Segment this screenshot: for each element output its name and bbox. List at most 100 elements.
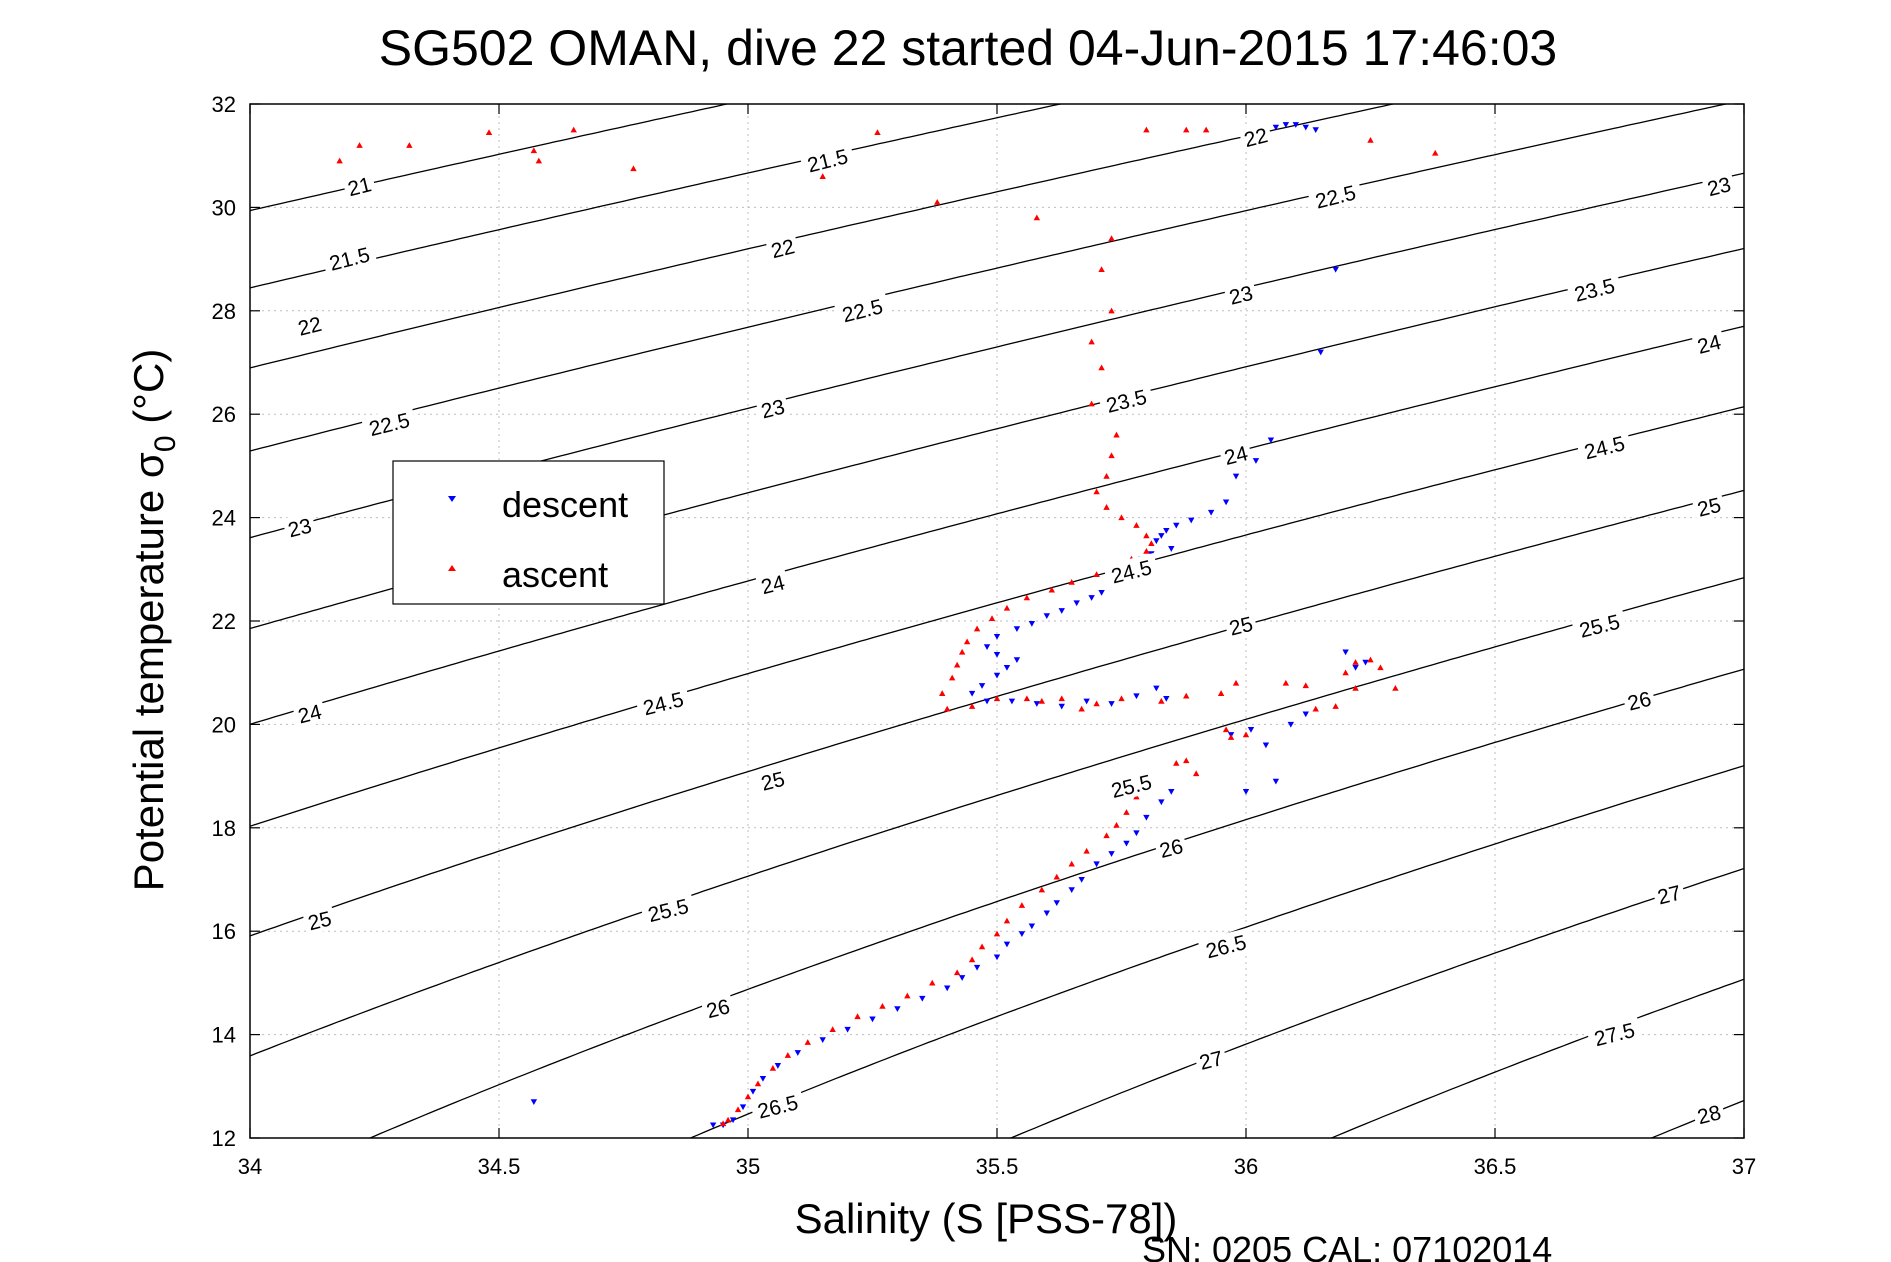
descent-point: [1362, 659, 1369, 666]
contour-label: 24.5: [1582, 432, 1627, 464]
ascent-point: [1083, 847, 1090, 854]
x-tick-label: 37: [1732, 1154, 1756, 1179]
grid-layer: [249, 103, 1745, 1139]
contour-label-bg: [321, 240, 378, 277]
ascent-point: [1342, 669, 1349, 676]
ascent-point: [929, 979, 936, 986]
ascent-point: [744, 1093, 752, 1100]
x-tick-label: 36: [1234, 1154, 1258, 1179]
descent-point: [993, 672, 1001, 679]
ascent-point: [1377, 664, 1384, 671]
density-contour-line: [1009, 867, 1744, 1138]
ascent-point: [1352, 659, 1359, 665]
contour-label: 25: [1227, 613, 1255, 641]
descent-point: [1088, 595, 1095, 601]
ascent-point: [1058, 695, 1065, 702]
contour-label-bg: [1223, 609, 1259, 641]
contour-label: 24.5: [641, 688, 686, 720]
ascent-point: [968, 703, 976, 709]
ascent-point: [1068, 579, 1075, 585]
descent-point: [1352, 664, 1359, 671]
ascent-point: [1282, 679, 1290, 686]
contour-label-bg: [755, 392, 791, 424]
contour-label: 26: [704, 995, 732, 1023]
ascent-point: [1193, 770, 1200, 777]
ascent-point: [1003, 604, 1011, 611]
contour-label: 22: [769, 235, 797, 263]
contour-label: 24.5: [1109, 556, 1154, 588]
descent-point: [1028, 621, 1036, 627]
descent-point: [1153, 538, 1160, 545]
descent-point: [1302, 711, 1309, 718]
series-ascent: [336, 126, 1439, 1127]
descent-point: [869, 1016, 876, 1023]
contour-label-bg: [1586, 1015, 1643, 1052]
contour-label-bg: [1571, 607, 1628, 644]
descent-point: [819, 1037, 826, 1043]
legend-box: [392, 460, 665, 605]
ascent-point: [530, 147, 538, 154]
legend-ascent-label: ascent: [502, 554, 608, 595]
contour-label-bg: [292, 310, 327, 341]
ascent-point: [1118, 514, 1125, 521]
ascent-point: [1113, 431, 1120, 438]
ascent-point: [1023, 695, 1031, 702]
legend-descent-label: descent: [502, 484, 628, 525]
ascent-point: [1133, 522, 1140, 528]
descent-point: [958, 975, 966, 981]
contour-label: 27: [1197, 1047, 1225, 1075]
contour-label: 24: [1695, 331, 1724, 359]
descent-point: [1098, 590, 1105, 596]
y-tick-label: 14: [212, 1023, 236, 1048]
ascent-point: [973, 625, 981, 632]
contour-label: 27: [1655, 882, 1683, 910]
descent-point: [978, 683, 986, 689]
density-contour-line: [250, 104, 731, 212]
descent-point: [1312, 127, 1319, 134]
density-contour-line: [250, 104, 1397, 369]
contour-label: 24: [296, 700, 325, 728]
descent-point: [1252, 458, 1260, 464]
contour-label-bg: [1098, 382, 1155, 419]
density-contour-labels: 21 21.5 22 22.5 23 24 25 21.5 22 22.5 23 24 24.5 25 25…: [282, 121, 1737, 1129]
descent-point: [1018, 931, 1026, 937]
descent-point: [1033, 701, 1041, 707]
descent-point: [774, 1063, 782, 1069]
descent-point: [1003, 664, 1011, 671]
descent-point: [983, 698, 991, 705]
descent-point: [1058, 703, 1065, 710]
contour-label-bg: [755, 765, 791, 796]
ascent-point: [754, 1080, 762, 1087]
ascent-point: [953, 661, 961, 668]
descent-point: [1043, 613, 1050, 620]
ascent-point: [934, 199, 941, 205]
ascent-point: [948, 674, 956, 681]
ascent-point: [1367, 656, 1374, 663]
y-axis-label-subscript: 0: [149, 435, 182, 452]
ascent-point: [1312, 705, 1319, 712]
descent-point: [759, 1075, 767, 1082]
y-tick-label: 18: [212, 816, 236, 841]
contour-label: 25.5: [646, 895, 691, 927]
descent-point: [1287, 721, 1295, 728]
contour-label: 21.5: [327, 243, 372, 275]
contour-label-bg: [1103, 767, 1160, 804]
contour-label-bg: [1193, 1044, 1229, 1075]
descent-point: [1222, 499, 1230, 506]
y-tick-label: 16: [212, 919, 236, 944]
contour-label-bg: [1153, 832, 1189, 863]
descent-point: [1123, 840, 1130, 847]
descent-point: [894, 1006, 901, 1012]
ascent-point: [1108, 235, 1115, 241]
ascent-point: [1093, 571, 1100, 578]
contour-label-bg: [834, 291, 891, 328]
descent-point: [919, 995, 926, 1002]
ascent-point: [1038, 697, 1046, 704]
contour-label-bg: [282, 511, 318, 543]
contour-label: 28: [1695, 1101, 1723, 1129]
ascent-point: [1048, 586, 1055, 593]
ascent-point: [1392, 685, 1399, 691]
descent-point: [1342, 649, 1349, 656]
descent-point: [1108, 851, 1115, 857]
contour-label-bg: [361, 405, 418, 442]
